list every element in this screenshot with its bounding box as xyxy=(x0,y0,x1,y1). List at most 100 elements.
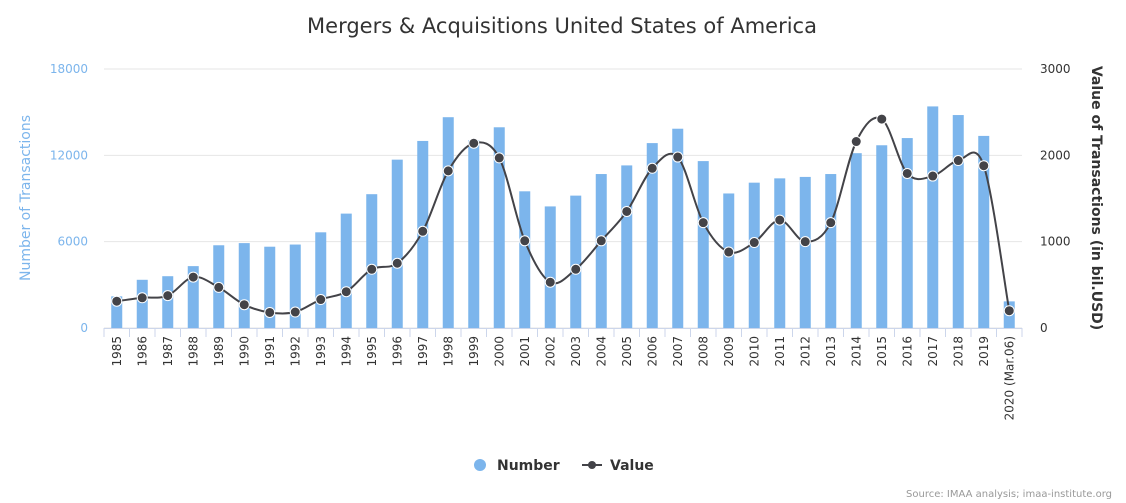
value-point[interactable] xyxy=(417,225,429,237)
bar-number[interactable] xyxy=(315,232,327,328)
value-point[interactable] xyxy=(391,257,403,269)
bar-number[interactable] xyxy=(774,178,786,328)
value-point[interactable] xyxy=(493,152,505,164)
bar-number[interactable] xyxy=(366,194,378,328)
legend-number-label: Number xyxy=(497,458,560,474)
x-tick-label: 1992 xyxy=(288,336,302,367)
value-point[interactable] xyxy=(672,151,684,163)
bar-number[interactable] xyxy=(876,145,888,328)
value-point[interactable] xyxy=(799,236,811,248)
bar-number[interactable] xyxy=(799,176,811,328)
right-tick-label: 0 xyxy=(1040,321,1048,335)
right-tick-label: 1000 xyxy=(1040,235,1071,249)
bar-number[interactable] xyxy=(850,153,862,328)
x-tick-label: 2018 xyxy=(951,336,965,367)
value-point[interactable] xyxy=(366,263,378,275)
bar-number[interactable] xyxy=(544,206,556,328)
bar-number[interactable] xyxy=(901,138,913,328)
bar-number[interactable] xyxy=(595,174,607,328)
value-point[interactable] xyxy=(187,271,199,283)
value-point[interactable] xyxy=(621,205,633,217)
legend-item-number[interactable]: Number xyxy=(474,458,560,474)
x-tick-label: 2012 xyxy=(798,336,812,367)
value-point[interactable] xyxy=(442,165,454,177)
left-tick-label: 0 xyxy=(80,321,88,335)
value-point[interactable] xyxy=(1003,305,1015,317)
bar-number[interactable] xyxy=(162,276,174,328)
value-point[interactable] xyxy=(876,113,888,125)
value-point[interactable] xyxy=(544,276,556,288)
bar-number[interactable] xyxy=(927,106,939,329)
bar-number[interactable] xyxy=(697,161,709,328)
value-point[interactable] xyxy=(646,162,658,174)
bar-number[interactable] xyxy=(289,244,301,328)
x-tick-label: 2009 xyxy=(722,336,736,367)
bar-number[interactable] xyxy=(952,115,964,329)
bar-number[interactable] xyxy=(340,213,352,328)
bar-number[interactable] xyxy=(264,246,276,328)
value-point[interactable] xyxy=(519,235,531,247)
x-tick-label: 2001 xyxy=(518,336,532,367)
left-tick-label: 18000 xyxy=(50,62,88,76)
chart-credits[interactable]: Source: IMAA analysis; imaa-institute.or… xyxy=(906,489,1112,500)
value-point[interactable] xyxy=(468,137,480,149)
bar-number[interactable] xyxy=(570,195,582,328)
bar-number[interactable] xyxy=(646,143,658,328)
bar-number[interactable] xyxy=(723,193,735,328)
bar-number[interactable] xyxy=(978,135,990,328)
x-tick-label: 2014 xyxy=(849,336,863,367)
bar-number[interactable] xyxy=(825,174,837,328)
x-tick-label: 1987 xyxy=(161,336,175,367)
value-point[interactable] xyxy=(850,136,862,148)
value-point[interactable] xyxy=(774,214,786,226)
value-point[interactable] xyxy=(315,294,327,306)
bar-number[interactable] xyxy=(672,128,684,328)
value-point[interactable] xyxy=(136,292,148,304)
bar-number[interactable] xyxy=(519,191,531,328)
bar-number[interactable] xyxy=(238,243,250,328)
bar-number[interactable] xyxy=(187,266,199,328)
x-tick-label: 1994 xyxy=(339,336,353,367)
x-tick-label: 1993 xyxy=(314,336,328,367)
value-point[interactable] xyxy=(289,306,301,318)
legend-item-value[interactable]: Value xyxy=(582,458,654,474)
value-point[interactable] xyxy=(978,160,990,172)
legend-value-label: Value xyxy=(610,458,654,474)
bar-number[interactable] xyxy=(391,159,403,328)
x-tick-label: 2000 xyxy=(492,336,506,367)
value-point[interactable] xyxy=(952,155,964,167)
bar-number[interactable] xyxy=(468,140,480,328)
x-tick-label: 2010 xyxy=(747,336,761,367)
x-tick-label: 1991 xyxy=(263,336,277,367)
value-point[interactable] xyxy=(162,290,174,302)
x-tick-label: 1989 xyxy=(212,336,226,367)
value-point[interactable] xyxy=(340,286,352,298)
value-point[interactable] xyxy=(595,235,607,247)
value-point[interactable] xyxy=(111,295,123,307)
value-point[interactable] xyxy=(901,167,913,179)
bar-number[interactable] xyxy=(442,117,454,328)
value-point[interactable] xyxy=(213,281,225,293)
value-point[interactable] xyxy=(748,237,760,249)
number-series-bars xyxy=(111,106,1015,329)
bar-number[interactable] xyxy=(621,165,633,328)
bar-number[interactable] xyxy=(111,296,123,328)
x-tick-label: 1986 xyxy=(135,336,149,367)
value-point[interactable] xyxy=(264,306,276,318)
bar-number[interactable] xyxy=(493,127,505,329)
x-tick-label: 2005 xyxy=(620,336,634,367)
value-point[interactable] xyxy=(723,246,735,258)
value-line-path xyxy=(116,116,1011,315)
x-tick-label: 1988 xyxy=(186,336,200,367)
bar-number[interactable] xyxy=(748,182,760,328)
value-point[interactable] xyxy=(570,263,582,275)
axes: 0 6000 12000 18000 0 1000 2000 3000 1985 1986 1987… xyxy=(50,62,1071,420)
value-point[interactable] xyxy=(697,217,709,229)
value-point[interactable] xyxy=(927,170,939,182)
value-point[interactable] xyxy=(825,217,837,229)
value-series-line xyxy=(111,113,1015,318)
bar-number[interactable] xyxy=(136,279,148,328)
value-point[interactable] xyxy=(238,299,250,311)
right-tick-label: 2000 xyxy=(1040,148,1071,162)
